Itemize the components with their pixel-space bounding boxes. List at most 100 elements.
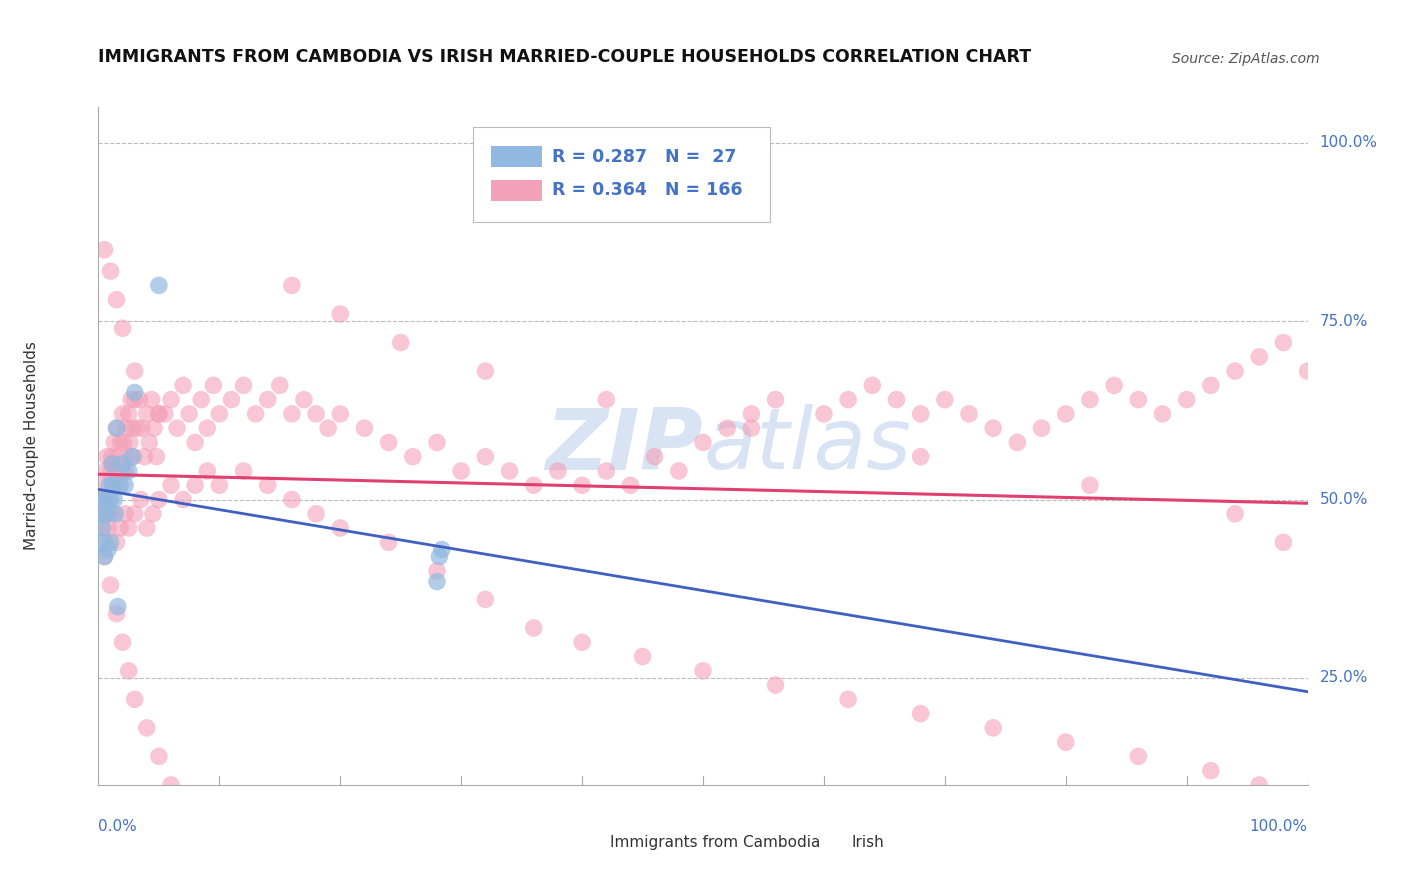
Point [1128,749,1150,764]
Point [269,378,291,392]
Point [184,806,207,821]
Point [105,421,128,435]
Text: 0.0%: 0.0% [98,819,138,834]
Point [148,749,170,764]
Point [105,421,128,435]
Point [148,278,170,293]
Point [195,421,218,435]
Point [98,507,121,521]
Point [202,378,225,392]
Point [195,464,218,478]
Point [547,464,569,478]
Point [353,421,375,435]
Point [90,507,112,521]
Point [1054,735,1077,749]
Point [91,492,114,507]
Point [148,407,170,421]
Point [100,492,122,507]
Point [108,521,131,535]
Point [108,478,131,492]
Point [184,435,207,450]
Point [100,264,122,278]
Point [1249,778,1271,792]
Point [316,421,339,435]
Point [1078,478,1101,492]
Text: 100.0%: 100.0% [1250,819,1308,834]
Point [765,678,787,692]
Point [93,549,115,564]
Point [121,450,143,464]
Point [111,407,134,421]
Point [377,535,399,549]
Point [765,392,787,407]
Text: 75.0%: 75.0% [1320,314,1368,328]
Point [1007,435,1029,450]
Point [97,542,120,557]
Text: atlas: atlas [703,404,911,488]
Point [179,407,201,421]
Text: ZIP: ZIP [546,404,703,488]
Point [131,421,153,435]
Point [93,243,115,257]
Point [100,464,122,478]
Point [101,478,124,492]
Point [105,293,128,307]
Point [93,492,115,507]
Point [103,492,125,507]
Point [1102,378,1125,392]
Point [740,421,762,435]
Point [1152,407,1174,421]
Point [1031,421,1053,435]
Point [740,407,762,421]
Point [1296,364,1319,378]
Text: R = 0.287   N =  27: R = 0.287 N = 27 [551,147,737,166]
Point [172,378,194,392]
Point [1199,378,1222,392]
FancyBboxPatch shape [492,145,543,168]
Point [114,478,136,492]
Point [117,450,139,464]
Point [292,392,315,407]
Point [498,464,520,478]
Point [377,435,399,450]
Text: R = 0.364   N = 166: R = 0.364 N = 166 [551,181,742,200]
Point [644,450,666,464]
Point [450,464,472,478]
Point [114,507,136,521]
Point [619,478,641,492]
Point [118,407,141,421]
Point [837,392,859,407]
Point [115,421,138,435]
Point [108,478,131,492]
Point [118,521,141,535]
Point [160,392,183,407]
Point [886,392,908,407]
Point [98,478,121,492]
Point [124,392,146,407]
Point [426,564,449,578]
Point [1078,392,1101,407]
Point [910,706,932,721]
Point [111,457,134,471]
Point [523,478,546,492]
Text: Source: ZipAtlas.com: Source: ZipAtlas.com [1173,53,1320,66]
Point [860,378,883,392]
Point [118,435,141,450]
Point [97,492,120,507]
Point [103,435,125,450]
Point [118,664,141,678]
Point [426,435,449,450]
Point [281,407,304,421]
Point [474,450,496,464]
Point [122,450,145,464]
Point [121,421,143,435]
Point [329,307,352,321]
Point [208,478,231,492]
Point [981,721,1004,735]
Point [595,464,617,478]
Point [93,549,115,564]
Point [135,721,157,735]
Point [166,421,188,435]
Point [221,392,243,407]
Point [692,435,714,450]
